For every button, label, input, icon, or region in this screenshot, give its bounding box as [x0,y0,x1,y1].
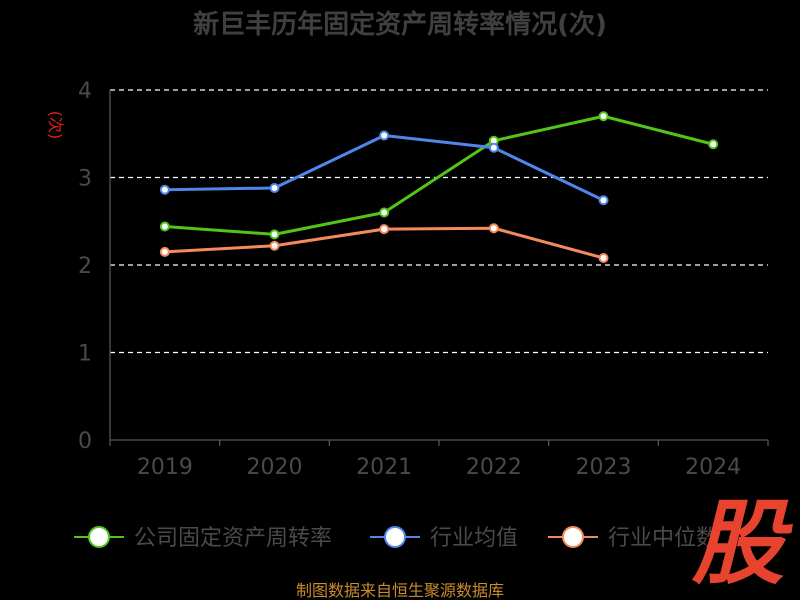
data-point [159,246,170,257]
legend-marker [88,526,110,548]
x-tick-label: 2020 [247,455,303,480]
axes [109,90,769,446]
series-line [164,134,605,202]
x-tick-label: 2024 [685,455,741,480]
tick-labels: 0 1 2 3 4 2019 2020 2021 2022 2023 2024 [78,79,741,480]
data-point [598,195,609,206]
x-tick-label: 2022 [466,455,522,480]
y-tick-label: 4 [78,79,92,104]
y-tick-label: 3 [78,167,92,192]
x-tick-label: 2023 [576,455,632,480]
series-lines [159,111,719,263]
legend[interactable]: 公司固定资产周转率 行业均值 行业中位数 [74,526,718,551]
x-tick-label: 2019 [137,455,193,480]
legend-label: 公司固定资产周转率 [134,526,332,551]
data-point [379,130,390,141]
watermark-logo: 股 [691,490,793,597]
y-tick-label: 2 [78,254,92,279]
data-point [488,223,499,234]
data-point [269,240,280,251]
legend-label: 行业中位数 [608,526,718,551]
legend-marker [384,526,406,548]
data-point [598,111,609,122]
legend-marker [562,526,584,548]
y-tick-label: 0 [78,429,92,454]
legend-item[interactable]: 行业中位数 [548,526,718,551]
data-point [379,224,390,235]
series-line [164,114,714,236]
source-note: 制图数据来自恒生聚源数据库 [296,581,504,600]
data-point [159,184,170,195]
legend-item[interactable]: 行业均值 [370,526,518,551]
chart-title: 新巨丰历年固定资产周转率情况(次) [193,9,607,40]
data-point [708,139,719,150]
data-point [159,221,170,232]
y-tick-label: 1 [78,342,92,367]
legend-item[interactable]: 公司固定资产周转率 [74,526,332,551]
data-point [379,207,390,218]
legend-label: 行业均值 [430,526,518,551]
data-point [269,183,280,193]
data-point [488,142,499,153]
y-axis-unit: (次) [46,111,65,140]
grid-lines [110,89,768,354]
data-point [598,253,609,263]
data-point [269,229,280,240]
x-tick-label: 2021 [356,455,412,480]
